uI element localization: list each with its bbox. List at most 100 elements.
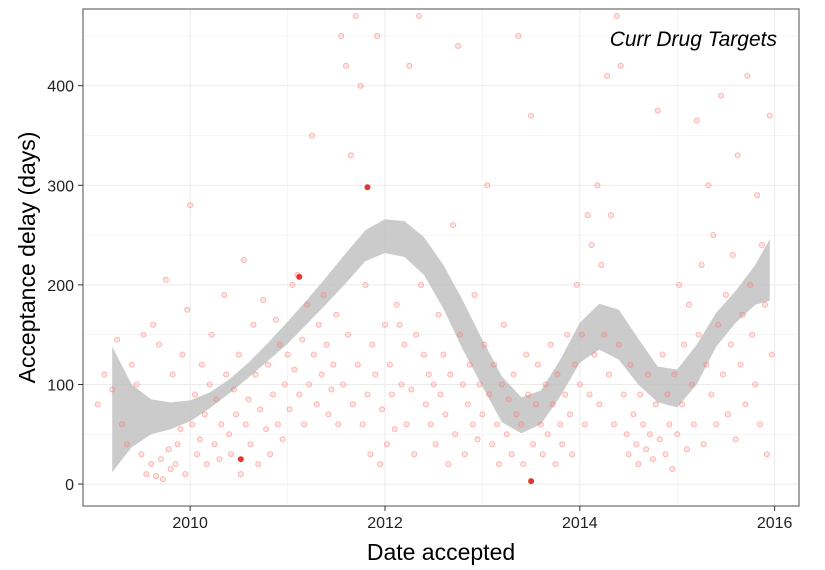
data-point [617, 62, 624, 69]
data-point [549, 401, 556, 408]
data-point [398, 381, 405, 388]
data-point [172, 461, 179, 468]
smooth-confidence-band [112, 219, 770, 473]
data-point-dense [296, 273, 303, 280]
data-point [192, 391, 199, 398]
data-point [413, 331, 420, 338]
data-point [532, 401, 539, 408]
data-point [247, 441, 254, 448]
data-point [260, 296, 267, 303]
data-point [586, 391, 593, 398]
data-point [537, 421, 544, 428]
data-point [343, 62, 350, 69]
data-point [437, 391, 444, 398]
data-point [455, 42, 462, 49]
data-point [223, 371, 230, 378]
data-point [354, 361, 361, 368]
data-point [554, 371, 561, 378]
data-point [635, 461, 642, 468]
data-point [584, 212, 591, 219]
data-point [323, 341, 330, 348]
data-point [722, 291, 729, 298]
data-point [440, 351, 447, 358]
data-point [754, 192, 761, 199]
data-point [646, 431, 653, 438]
data-point [299, 336, 306, 343]
data-point [318, 371, 325, 378]
data-point [459, 381, 466, 388]
data-point [652, 401, 659, 408]
x-axis-title: Date accepted [367, 539, 515, 565]
data-point [133, 381, 140, 388]
data-point [201, 411, 208, 418]
y-tick-label: 300 [47, 178, 74, 195]
data-point [542, 381, 549, 388]
data-point [422, 401, 429, 408]
data-point [372, 371, 379, 378]
data-point [525, 391, 532, 398]
data-point [279, 436, 286, 443]
data-point [520, 461, 527, 468]
data-point [564, 331, 571, 338]
data-point [128, 361, 135, 368]
data-point [666, 421, 673, 428]
data-point [250, 321, 257, 328]
data-point [649, 456, 656, 463]
data-point-dense [364, 184, 371, 191]
data-point [763, 451, 770, 458]
data-point [406, 62, 413, 69]
chart-title: Curr Drug Targets [610, 28, 778, 51]
data-point [155, 341, 162, 348]
data-point [150, 321, 157, 328]
data-point [177, 426, 184, 433]
data-point [588, 242, 595, 249]
data-point-dense [237, 456, 244, 463]
data-point [206, 381, 213, 388]
data-point [718, 92, 725, 99]
data-point [237, 471, 244, 478]
data-point [284, 351, 291, 358]
data-point [607, 212, 614, 219]
data-point [267, 451, 274, 458]
data-point [306, 381, 313, 388]
data-point [349, 401, 356, 408]
data-point [198, 361, 205, 368]
data-point [757, 421, 764, 428]
data-point [221, 291, 228, 298]
data-point [620, 391, 627, 398]
data-point [313, 401, 320, 408]
data-point [715, 321, 722, 328]
data-point [193, 451, 200, 458]
data-point [162, 276, 169, 283]
data-point [474, 436, 481, 443]
data-point [656, 436, 663, 443]
data-point [276, 341, 283, 348]
data-point [557, 421, 564, 428]
data-point [252, 371, 259, 378]
data-point [710, 232, 717, 239]
data-point [281, 381, 288, 388]
data-point [379, 406, 386, 413]
data-point [418, 281, 425, 288]
data-point [411, 451, 418, 458]
data-point [179, 351, 186, 358]
data-point [461, 451, 468, 458]
data-point [494, 421, 501, 428]
data-point [713, 421, 720, 428]
data-point [700, 441, 707, 448]
data-point [289, 281, 296, 288]
data-point [693, 117, 700, 124]
data-point [498, 381, 505, 388]
data-point [486, 391, 493, 398]
data-point [269, 391, 276, 398]
data-point [508, 451, 515, 458]
data-point [230, 386, 237, 393]
data-point [94, 401, 101, 408]
data-point [167, 466, 174, 473]
data-point [720, 371, 727, 378]
data-point [369, 341, 376, 348]
panel-border [82, 8, 800, 507]
data-point [633, 441, 640, 448]
data-point [452, 431, 459, 438]
data-point [381, 321, 388, 328]
